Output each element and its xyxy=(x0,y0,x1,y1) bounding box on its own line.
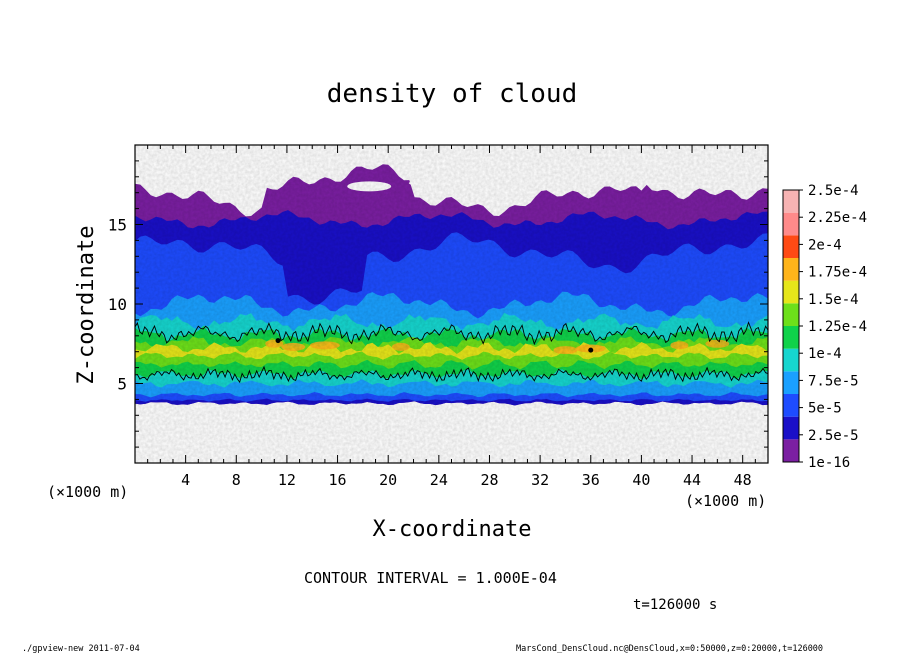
x-axis-unit: (×1000 m) xyxy=(685,492,766,510)
colorbar-label: 1.5e-4 xyxy=(808,292,859,308)
colorbar-swatch xyxy=(783,394,799,417)
x-tick-label: 8 xyxy=(232,471,241,489)
colorbar-label: 1.25e-4 xyxy=(808,319,867,335)
x-axis-label: X-coordinate xyxy=(373,517,532,542)
colorbar-label: 2.25e-4 xyxy=(808,210,867,226)
y-tick-label: 15 xyxy=(108,216,127,235)
x-tick-label: 20 xyxy=(379,471,397,489)
colorbar-swatch xyxy=(783,190,799,213)
y-tick-label: 10 xyxy=(108,295,127,314)
colorbar-swatch xyxy=(783,235,799,258)
colorbar-label: 5e-5 xyxy=(808,401,842,417)
colorbar-swatch xyxy=(783,416,799,440)
x-tick-label: 48 xyxy=(734,471,752,489)
y-tick-label: 5 xyxy=(117,375,127,394)
contour-line-lower xyxy=(135,365,768,384)
colorbar-swatch xyxy=(783,212,799,236)
colorbar-label: 1e-4 xyxy=(808,346,842,362)
colorbar-swatch xyxy=(783,371,799,394)
density-field xyxy=(135,145,768,463)
y-axis: 5 10 15 xyxy=(108,160,768,448)
colorbar-label: 1e-16 xyxy=(808,455,850,471)
colorbar-swatch xyxy=(783,439,799,462)
colorbar-swatch xyxy=(783,348,799,372)
x-tick-label: 12 xyxy=(278,471,296,489)
x-tick-label: 44 xyxy=(683,471,701,489)
colorbar-label: 1.75e-4 xyxy=(808,265,867,281)
footer-right-text: MarsCond_DensCloud.nc@DensCloud,x=0:5000… xyxy=(516,644,823,654)
x-tick-label: 24 xyxy=(430,471,448,489)
footer-left-text: ./gpview-new 2011-07-04 xyxy=(22,644,140,654)
x-tick-label: 32 xyxy=(531,471,549,489)
y-axis-label: Z-coordinate xyxy=(74,226,99,385)
colorbar-swatch xyxy=(783,303,799,326)
y-axis-unit: (×1000 m) xyxy=(47,483,128,501)
time-text: t=126000 s xyxy=(633,597,717,613)
colorbar-swatch xyxy=(783,258,799,281)
colorbar-label: 2e-4 xyxy=(808,237,842,253)
contour-line-upper xyxy=(135,321,768,346)
colorbar-label: 7.5e-5 xyxy=(808,373,859,389)
contour-lines xyxy=(135,321,768,384)
contour-interval-text: CONTOUR INTERVAL = 1.000E-04 xyxy=(304,569,557,587)
colorbar: 1e-16 2.5e-5 5e-5 7.5e-5 1e-4 1.25e-4 1.5e-4 1.… xyxy=(782,183,867,471)
x-tick-label: 40 xyxy=(632,471,650,489)
x-tick-label: 16 xyxy=(329,471,347,489)
colorbar-label: 2.5e-5 xyxy=(808,428,859,444)
colorbar-swatch xyxy=(783,326,799,349)
x-tick-label: 36 xyxy=(582,471,600,489)
x-tick-label: 28 xyxy=(480,471,498,489)
x-axis: 4 8 12 16 20 24 28 32 36 40 44 48 xyxy=(147,145,756,489)
colorbar-swatch xyxy=(783,280,799,304)
x-tick-label: 4 xyxy=(181,471,190,489)
colorbar-label: 2.5e-4 xyxy=(808,183,859,199)
field-texture xyxy=(135,145,768,463)
chart-title: density of cloud xyxy=(327,79,577,109)
